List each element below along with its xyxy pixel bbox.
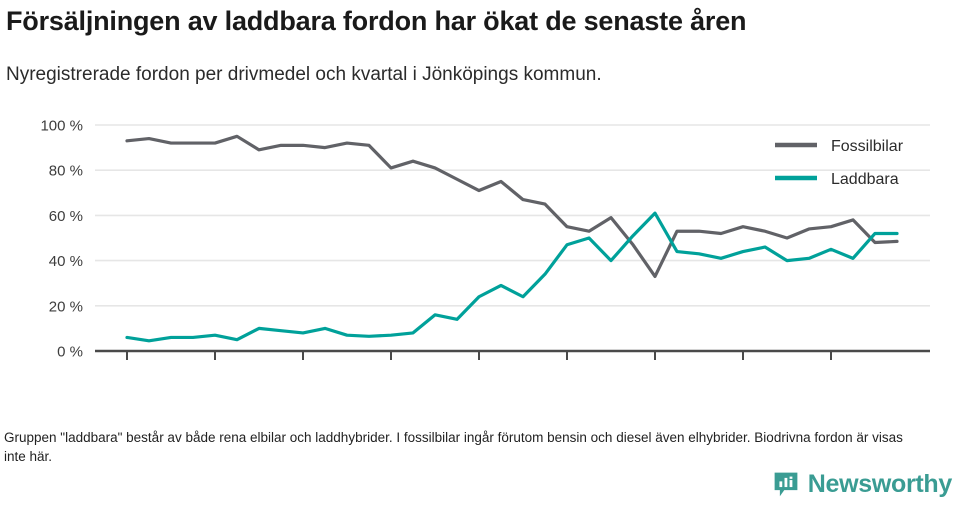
line-chart: 0 % 20 % 40 % 60 % 80 % 100 % 2017 2018 2019 202…	[40, 118, 930, 370]
x-axis-ticks	[126, 351, 832, 360]
page-title: Försäljningen av laddbara fordon har öka…	[6, 6, 747, 36]
series-line-laddbara	[125, 211, 899, 343]
y-axis-tick-label: 100 %	[40, 118, 83, 135]
brand-name: Newsworthy	[807, 470, 953, 498]
chart-plot-area: 0 % 20 % 40 % 60 % 80 % 100 % 2017 2018 2019 202…	[0, 110, 960, 370]
data-series-lines	[125, 134, 899, 343]
footnote-line-2: elhybrider. Biodrivna fordon är visas in…	[4, 430, 903, 464]
x-axis-tick-label: 2023	[636, 368, 674, 370]
legend-label: Laddbara	[831, 171, 899, 188]
y-axis-tick-label: 40 %	[49, 253, 83, 270]
x-axis-tick-label: 2021	[460, 368, 498, 370]
x-axis-tick-label: 2017	[108, 368, 146, 370]
x-axis-tick-label: 2018	[196, 368, 234, 370]
chart-footnote: Gruppen "laddbara" består av både rena e…	[4, 428, 914, 466]
y-axis-tick-label: 0 %	[57, 344, 83, 361]
series-line-fossilbilar	[125, 134, 899, 279]
gridlines	[95, 124, 930, 353]
x-axis-tick-label: 2020	[372, 368, 410, 370]
y-axis-tick-label: 20 %	[49, 298, 83, 315]
y-axis-tick-labels: 0 % 20 % 40 % 60 % 80 % 100 %	[40, 118, 83, 361]
x-axis-tick-labels: 2017 2018 2019 2020 2021 2022 2023 2024 2025	[108, 368, 850, 370]
x-axis-tick-label: 2025	[812, 368, 850, 370]
brand-logo: Newsworthy	[772, 470, 952, 498]
chart-legend: Fossilbilar Laddbara	[775, 138, 904, 188]
x-axis-tick-label: 2022	[548, 368, 586, 370]
chart-subtitle: Nyregistrerade fordon per drivmedel och …	[6, 64, 602, 85]
newsworthy-bar-chart-bubble-icon	[774, 472, 798, 497]
x-axis-tick-label: 2019	[284, 368, 322, 370]
legend-label: Fossilbilar	[831, 138, 904, 155]
y-axis-tick-label: 80 %	[49, 163, 83, 180]
y-axis-tick-label: 60 %	[49, 208, 83, 225]
footnote-line-1: Gruppen "laddbara" består av både rena e…	[4, 430, 685, 445]
x-axis-tick-label: 2024	[724, 368, 762, 370]
